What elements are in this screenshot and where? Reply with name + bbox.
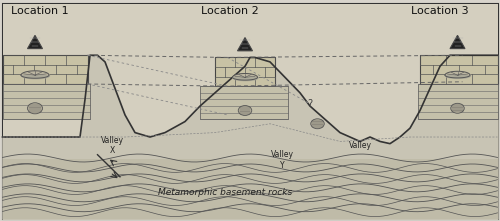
Text: Location 1: Location 1 [11, 6, 69, 15]
Ellipse shape [28, 103, 42, 114]
Bar [2, 55, 87, 84]
Bar [418, 84, 498, 119]
Bar [420, 55, 498, 84]
Bar [2, 84, 90, 119]
Polygon shape [28, 35, 42, 49]
Bar [200, 86, 288, 119]
Text: Valley
Y: Valley Y [271, 150, 294, 170]
Polygon shape [238, 38, 252, 51]
Polygon shape [450, 35, 465, 49]
Text: Valley
X: Valley X [101, 136, 124, 155]
Ellipse shape [311, 119, 324, 129]
Text: Metamorphic basement rocks: Metamorphic basement rocks [158, 188, 292, 197]
Text: Location 2: Location 2 [201, 6, 259, 15]
Ellipse shape [451, 103, 464, 113]
Text: Valley: Valley [348, 141, 372, 151]
Text: Location 3: Location 3 [411, 6, 469, 15]
Text: ?: ? [308, 99, 312, 109]
Ellipse shape [238, 105, 252, 115]
Bar [215, 57, 275, 86]
Polygon shape [2, 159, 498, 219]
